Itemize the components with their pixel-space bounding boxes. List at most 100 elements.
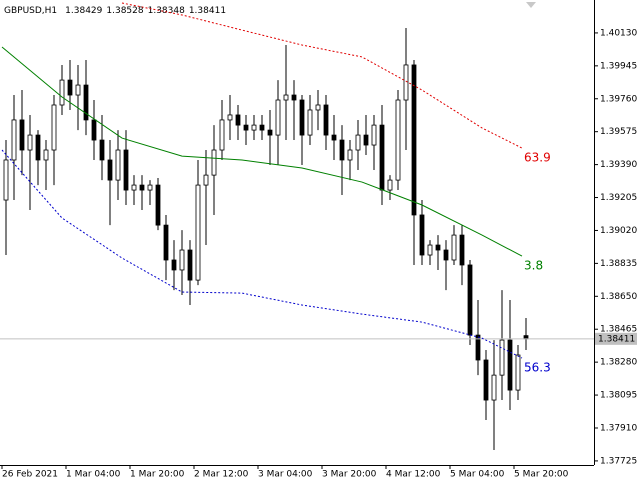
candle-body bbox=[179, 249, 185, 271]
candle-body bbox=[475, 334, 481, 361]
indicator-label: 3.8 bbox=[524, 259, 543, 273]
y-tick-label: 1.37725 bbox=[600, 456, 637, 466]
y-tick-label: 1.38465 bbox=[600, 325, 637, 335]
x-tick-label: 1 Mar 20:00 bbox=[130, 470, 185, 480]
y-tick-label: 1.39760 bbox=[600, 94, 637, 104]
candle-body bbox=[467, 264, 473, 336]
candle-body bbox=[115, 149, 121, 181]
y-tick-label: 1.38835 bbox=[600, 259, 637, 269]
candle-body bbox=[427, 244, 433, 256]
candle-body bbox=[67, 79, 73, 96]
indicator-label: 56.3 bbox=[524, 361, 551, 375]
y-tick-label: 1.39575 bbox=[600, 127, 637, 137]
candle-body bbox=[75, 84, 81, 96]
y-tick-label: 1.39020 bbox=[600, 226, 637, 236]
candle-body bbox=[291, 94, 297, 101]
candle-body bbox=[371, 124, 377, 146]
candle-body bbox=[131, 184, 137, 191]
candle-body bbox=[363, 134, 369, 146]
candle-body bbox=[91, 119, 97, 141]
y-tick-label: 1.39390 bbox=[600, 160, 637, 170]
symbol: GBPUSD,H1 bbox=[4, 6, 57, 16]
candle-body bbox=[251, 124, 257, 131]
candle-body bbox=[19, 119, 25, 151]
candle-body bbox=[419, 214, 425, 256]
x-tick-label: 1 Mar 04:00 bbox=[66, 470, 121, 480]
candle-body bbox=[339, 139, 345, 161]
candle-body bbox=[499, 339, 505, 376]
candle-body bbox=[267, 129, 273, 136]
x-tick-label: 5 Mar 04:00 bbox=[450, 470, 505, 480]
candle-body bbox=[395, 99, 401, 181]
candle-body bbox=[411, 64, 417, 216]
candle-body bbox=[451, 234, 457, 261]
candle-body bbox=[163, 224, 169, 261]
candle-body bbox=[283, 94, 289, 101]
y-tick-label: 1.38095 bbox=[600, 391, 637, 401]
candle-body bbox=[123, 149, 129, 191]
candle-body bbox=[483, 359, 489, 401]
candle-body bbox=[99, 139, 105, 161]
y-tick-label: 1.39945 bbox=[600, 61, 637, 71]
candle-body bbox=[155, 184, 161, 226]
candle-body bbox=[299, 99, 305, 136]
candle-body bbox=[275, 99, 281, 136]
x-tick-label: 5 Mar 20:00 bbox=[514, 470, 569, 480]
candle-body bbox=[355, 134, 361, 151]
candle-body bbox=[459, 234, 465, 266]
y-tick-label: 1.39205 bbox=[600, 193, 637, 203]
candle-body bbox=[507, 339, 513, 391]
candle-body bbox=[35, 134, 41, 161]
candle-body bbox=[235, 114, 241, 126]
candle-body bbox=[379, 124, 385, 191]
ohlc-close: 1.38411 bbox=[189, 6, 226, 16]
candle-body bbox=[27, 134, 33, 151]
candle-body bbox=[147, 184, 153, 191]
indicator-line bbox=[121, 2, 523, 149]
indicator-line bbox=[1, 46, 523, 257]
current-price-box bbox=[595, 332, 637, 345]
candle-body bbox=[51, 104, 57, 151]
candle-body bbox=[515, 354, 521, 391]
ohlc-open: 1.38429 bbox=[65, 6, 102, 16]
candle-body bbox=[11, 119, 17, 161]
x-tick-label: 2 Mar 12:00 bbox=[194, 470, 249, 480]
candle-body bbox=[387, 179, 393, 191]
indicator-line bbox=[1, 149, 523, 359]
y-tick-label: 1.38280 bbox=[600, 358, 637, 368]
candle-body bbox=[83, 84, 89, 121]
candle-body bbox=[211, 149, 217, 176]
scroll-marker bbox=[526, 2, 536, 8]
current-price-label: 1.38411 bbox=[598, 334, 635, 344]
y-tick-label: 1.37910 bbox=[600, 423, 637, 433]
candle-body bbox=[139, 184, 145, 191]
candle-body bbox=[195, 184, 201, 281]
chart-title: GBPUSD,H1 1.38429 1.38528 1.38348 1.38411 bbox=[4, 6, 226, 16]
candle-body bbox=[227, 114, 233, 121]
y-tick-label: 1.38650 bbox=[600, 292, 637, 302]
candle-body bbox=[203, 174, 209, 186]
candle-body bbox=[403, 64, 409, 101]
candle-body bbox=[435, 244, 441, 251]
candle-body bbox=[259, 124, 265, 131]
candle-body bbox=[107, 159, 113, 181]
candle-body bbox=[331, 134, 337, 141]
candle-body bbox=[243, 124, 249, 131]
ohlc-low: 1.38348 bbox=[148, 6, 185, 16]
candle-body bbox=[187, 249, 193, 281]
x-tick-label: 26 Feb 2021 bbox=[2, 470, 58, 480]
x-tick-label: 3 Mar 20:00 bbox=[322, 470, 377, 480]
candle-body bbox=[219, 119, 225, 151]
x-tick-label: 3 Mar 04:00 bbox=[258, 470, 313, 480]
candle-body bbox=[43, 149, 49, 161]
candle-body bbox=[315, 104, 321, 111]
x-tick-label: 4 Mar 12:00 bbox=[386, 470, 441, 480]
candle-body bbox=[59, 79, 65, 106]
candle-body bbox=[3, 159, 9, 201]
candle-body bbox=[491, 374, 497, 401]
candle-body bbox=[443, 249, 449, 261]
y-tick-label: 1.40130 bbox=[600, 28, 637, 38]
candle-body bbox=[171, 259, 177, 271]
